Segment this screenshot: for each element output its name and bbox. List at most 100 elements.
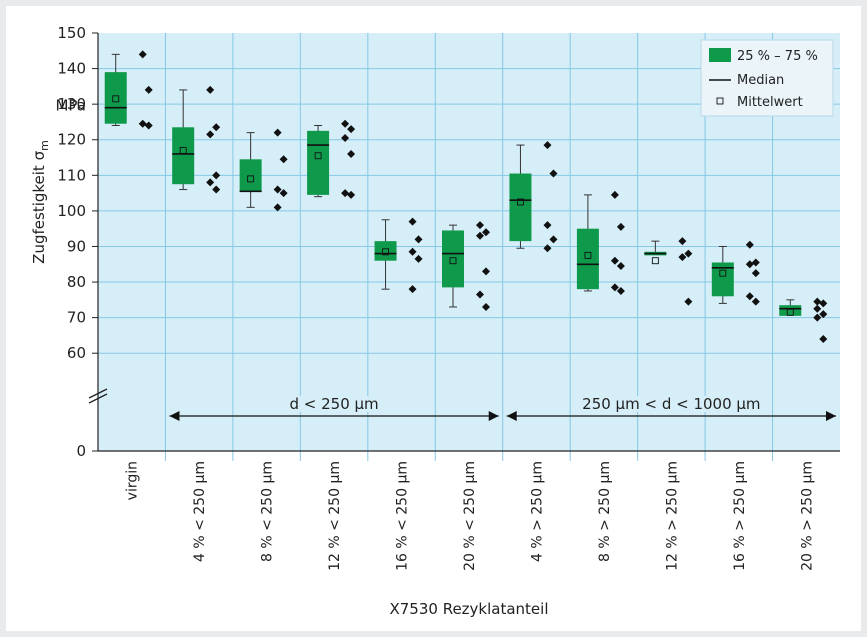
y-tick-label: 120 [57, 131, 86, 149]
y-tick-label: 150 [57, 24, 86, 42]
mean-marker [517, 198, 524, 206]
data-point [273, 203, 282, 212]
y-tick-label: 90 [67, 237, 86, 255]
data-point [212, 171, 221, 180]
group-arrow-head-left [506, 411, 517, 421]
mean-marker [179, 146, 187, 154]
data-point [414, 235, 423, 244]
legend-label-iqr: 25 % – 75 % [737, 49, 818, 64]
data-point [212, 185, 221, 194]
data-point [543, 221, 552, 230]
x-tick-label: 20 % < 250 µm [462, 461, 478, 571]
group-arrow-head-right [826, 411, 836, 421]
data-point [751, 297, 760, 306]
legend: 25 % – 75 % Median Mittelwert [700, 39, 834, 117]
data-point [751, 258, 760, 267]
y-axis-unit: MPa [55, 97, 86, 115]
data-point [408, 247, 417, 256]
x-tick-label: 4 % < 250 µm [192, 461, 208, 562]
data-point [616, 262, 625, 271]
data-point [138, 119, 147, 128]
figure-frame: 0 60 70 80 90 100 110 120 130 140 150 virgin 4 % < … [6, 6, 861, 631]
data-point [341, 133, 350, 142]
x-tick-label: 8 % > 250 µm [597, 461, 613, 562]
x-tick-label: virgin [125, 461, 141, 500]
mean-marker [112, 95, 120, 103]
x-tick-label: 16 % > 250 µm [732, 461, 748, 571]
box-iqr [374, 241, 397, 261]
data-point [138, 50, 147, 59]
box-iqr [779, 305, 802, 316]
box-iqr [711, 262, 734, 297]
box-plot-chart: 0 60 70 80 90 100 110 120 130 140 150 virgin 4 % < … [30, 24, 840, 618]
group-label: d < 250 µm [289, 395, 378, 413]
legend-label-mean: Mittelwert [737, 95, 803, 110]
data-point [616, 222, 625, 231]
data-point [206, 85, 215, 94]
data-point [408, 285, 417, 294]
axes [88, 32, 840, 452]
data-point [347, 125, 356, 134]
box-iqr [307, 130, 330, 195]
axis-break-mark [88, 388, 108, 399]
data-point [476, 290, 484, 299]
box-iqr [104, 72, 127, 124]
group-arrows: d < 250 µm 250 µm < d < 1000 µm [169, 395, 836, 421]
data-point [482, 228, 490, 237]
data-point [616, 286, 625, 295]
data-point [476, 221, 484, 230]
x-tick-label: 4 % > 250 µm [529, 461, 545, 562]
axis-break-mark [88, 393, 108, 404]
legend-label-median: Median [737, 73, 784, 88]
data-point [341, 119, 350, 128]
data-point [813, 304, 822, 313]
x-axis-label: X7530 Rezyklatanteil [389, 600, 548, 618]
data-point [212, 123, 221, 132]
x-tick-label: 12 % > 250 µm [664, 461, 680, 571]
y-tick-label: 100 [57, 202, 86, 220]
data-point [610, 283, 619, 292]
boxes [104, 53, 802, 316]
data-point [813, 313, 822, 322]
data-point [819, 310, 828, 319]
mean-marker [651, 257, 659, 265]
data-point [813, 297, 822, 306]
group-label-bg [289, 396, 380, 412]
data-point [678, 237, 687, 246]
y-tick-label: 80 [67, 273, 86, 291]
data-point [341, 189, 350, 198]
data-point [347, 190, 356, 199]
data-point [745, 240, 754, 249]
data-point [144, 121, 153, 130]
y-tick-label: 140 [57, 60, 86, 78]
mean-marker [449, 257, 457, 265]
y-tick-label: 70 [67, 309, 86, 327]
box-iqr [442, 230, 464, 288]
data-point [482, 302, 490, 311]
data-point [684, 249, 693, 258]
data-point [144, 85, 153, 94]
data-point [549, 169, 558, 178]
mean-marker [786, 308, 794, 316]
y-tick-label: 60 [67, 344, 86, 362]
y-tick-label: 110 [57, 166, 86, 184]
box-iqr [509, 173, 532, 242]
group-label-bg [587, 396, 756, 412]
data-point [684, 297, 693, 306]
y-tick-label: 130 [57, 95, 86, 113]
data-point [549, 235, 558, 244]
data-point [408, 217, 417, 226]
data-point [751, 269, 760, 278]
data-point [206, 178, 215, 187]
data-point [610, 190, 619, 199]
data-point [273, 128, 282, 137]
data-point [678, 253, 687, 262]
group-arrow-head-right [488, 411, 499, 421]
x-tick-label: 20 % > 250 µm [799, 461, 815, 571]
data-point [745, 292, 754, 301]
x-tick-label: 16 % < 250 µm [395, 461, 411, 571]
mean-marker [314, 152, 322, 160]
data-point [819, 334, 828, 343]
data-point [273, 185, 282, 194]
data-point [414, 254, 423, 263]
